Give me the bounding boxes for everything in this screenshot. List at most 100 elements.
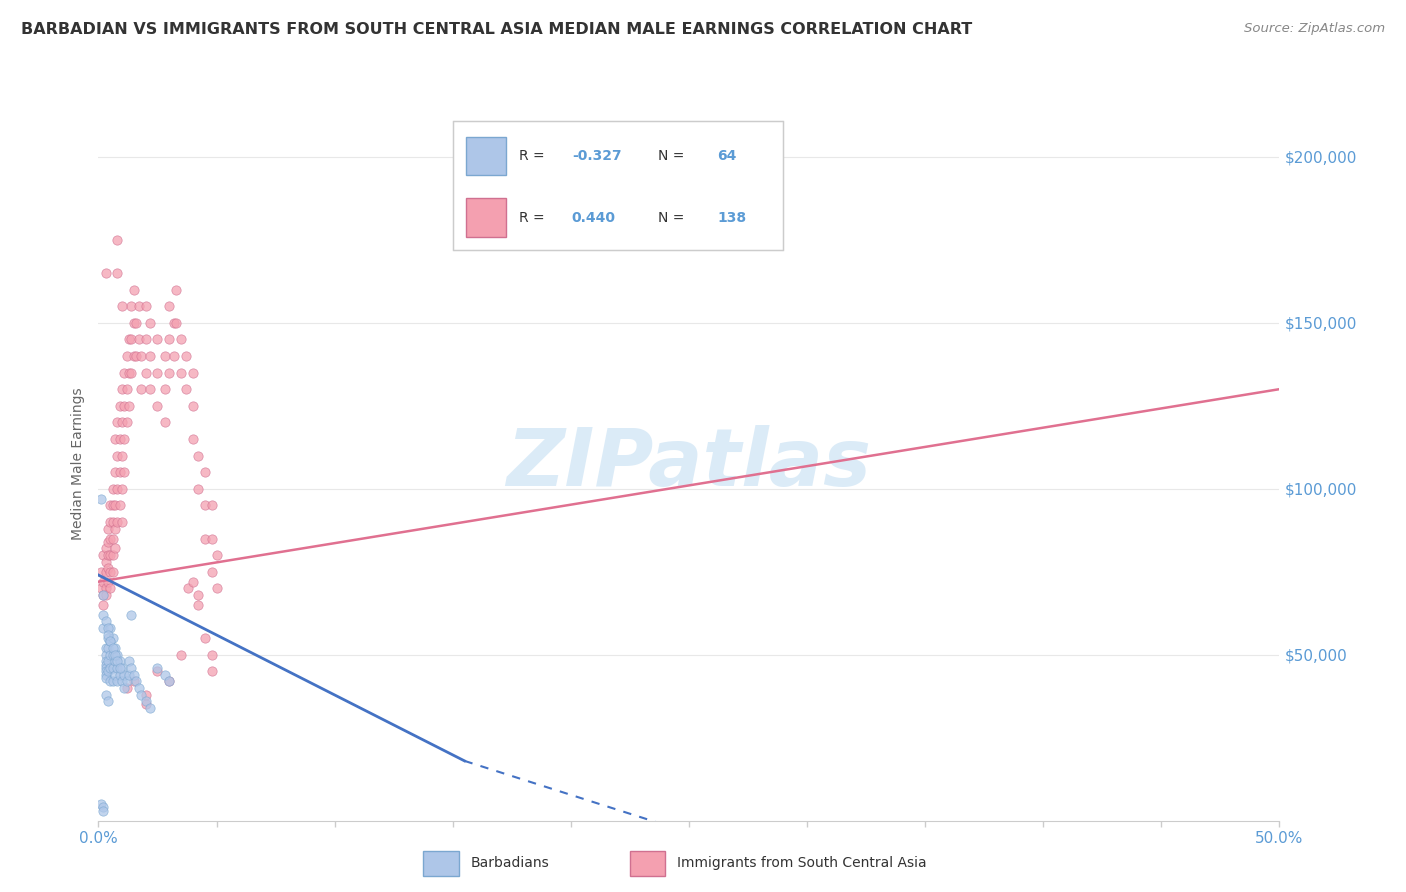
Point bbox=[108, 654, 131, 668]
Point bbox=[112, 465, 135, 479]
Point bbox=[112, 432, 135, 446]
Point bbox=[111, 382, 134, 396]
Point bbox=[125, 349, 148, 363]
Point bbox=[90, 797, 112, 811]
Point bbox=[128, 332, 150, 346]
Point bbox=[112, 681, 135, 695]
Point bbox=[157, 366, 180, 380]
Point bbox=[98, 661, 121, 675]
Point bbox=[94, 266, 117, 280]
Point bbox=[98, 499, 121, 513]
Point bbox=[115, 674, 138, 689]
Point bbox=[105, 661, 128, 675]
Point bbox=[94, 615, 117, 629]
Point bbox=[104, 522, 127, 536]
Point bbox=[94, 541, 117, 556]
Point bbox=[101, 499, 124, 513]
Point bbox=[146, 661, 169, 675]
Point bbox=[101, 548, 124, 562]
Point bbox=[94, 648, 117, 662]
Point bbox=[177, 582, 200, 596]
Point bbox=[94, 661, 117, 675]
Point bbox=[163, 349, 186, 363]
Point bbox=[94, 555, 117, 569]
Point bbox=[201, 665, 224, 679]
Point bbox=[118, 667, 141, 681]
Point bbox=[122, 316, 145, 330]
Point bbox=[98, 515, 121, 529]
Point bbox=[101, 674, 124, 689]
Point bbox=[115, 349, 138, 363]
Text: ZIPatlas: ZIPatlas bbox=[506, 425, 872, 503]
Point bbox=[121, 366, 143, 380]
Point bbox=[98, 565, 121, 579]
Point bbox=[97, 534, 120, 549]
Point bbox=[157, 332, 180, 346]
Point bbox=[128, 299, 150, 313]
Point bbox=[104, 541, 127, 556]
Point bbox=[108, 399, 131, 413]
Point bbox=[91, 621, 114, 635]
Point bbox=[135, 688, 157, 702]
Point bbox=[94, 688, 117, 702]
Point bbox=[187, 598, 209, 612]
Point bbox=[97, 694, 120, 708]
Point bbox=[115, 382, 138, 396]
Point bbox=[108, 465, 131, 479]
Point bbox=[91, 804, 114, 818]
Point bbox=[153, 415, 176, 429]
Point bbox=[165, 316, 187, 330]
Point bbox=[97, 548, 120, 562]
Point bbox=[97, 522, 120, 536]
Point bbox=[181, 399, 204, 413]
Point bbox=[181, 574, 204, 589]
Point bbox=[98, 532, 121, 546]
Point bbox=[94, 657, 117, 672]
Point bbox=[105, 266, 128, 280]
Point bbox=[201, 532, 224, 546]
Point bbox=[90, 582, 112, 596]
Point bbox=[157, 674, 180, 689]
Point bbox=[205, 582, 228, 596]
Point bbox=[194, 465, 217, 479]
Point bbox=[135, 698, 157, 712]
Point bbox=[97, 628, 120, 642]
Point bbox=[91, 800, 114, 814]
Point bbox=[121, 332, 143, 346]
Point bbox=[201, 565, 224, 579]
Point bbox=[98, 634, 121, 648]
Point bbox=[187, 449, 209, 463]
Point bbox=[91, 548, 114, 562]
Point bbox=[105, 482, 128, 496]
Point bbox=[94, 641, 117, 656]
Point bbox=[128, 681, 150, 695]
Point bbox=[97, 574, 120, 589]
Point bbox=[97, 631, 120, 645]
Point bbox=[94, 667, 117, 681]
Point bbox=[118, 332, 141, 346]
Point bbox=[118, 399, 141, 413]
Point bbox=[111, 482, 134, 496]
Point bbox=[111, 515, 134, 529]
Point bbox=[121, 661, 143, 675]
Point bbox=[174, 382, 197, 396]
Point bbox=[112, 399, 135, 413]
Point bbox=[111, 674, 134, 689]
Point bbox=[146, 332, 169, 346]
Point bbox=[101, 515, 124, 529]
Point bbox=[101, 641, 124, 656]
Point bbox=[104, 432, 127, 446]
Point bbox=[170, 332, 193, 346]
Point bbox=[105, 515, 128, 529]
Point bbox=[121, 607, 143, 622]
Point bbox=[201, 499, 224, 513]
Point bbox=[101, 482, 124, 496]
Point bbox=[135, 299, 157, 313]
Point bbox=[146, 366, 169, 380]
Point bbox=[105, 654, 128, 668]
Point bbox=[174, 349, 197, 363]
Point bbox=[165, 283, 187, 297]
Point bbox=[201, 648, 224, 662]
Point bbox=[98, 582, 121, 596]
Point bbox=[181, 366, 204, 380]
